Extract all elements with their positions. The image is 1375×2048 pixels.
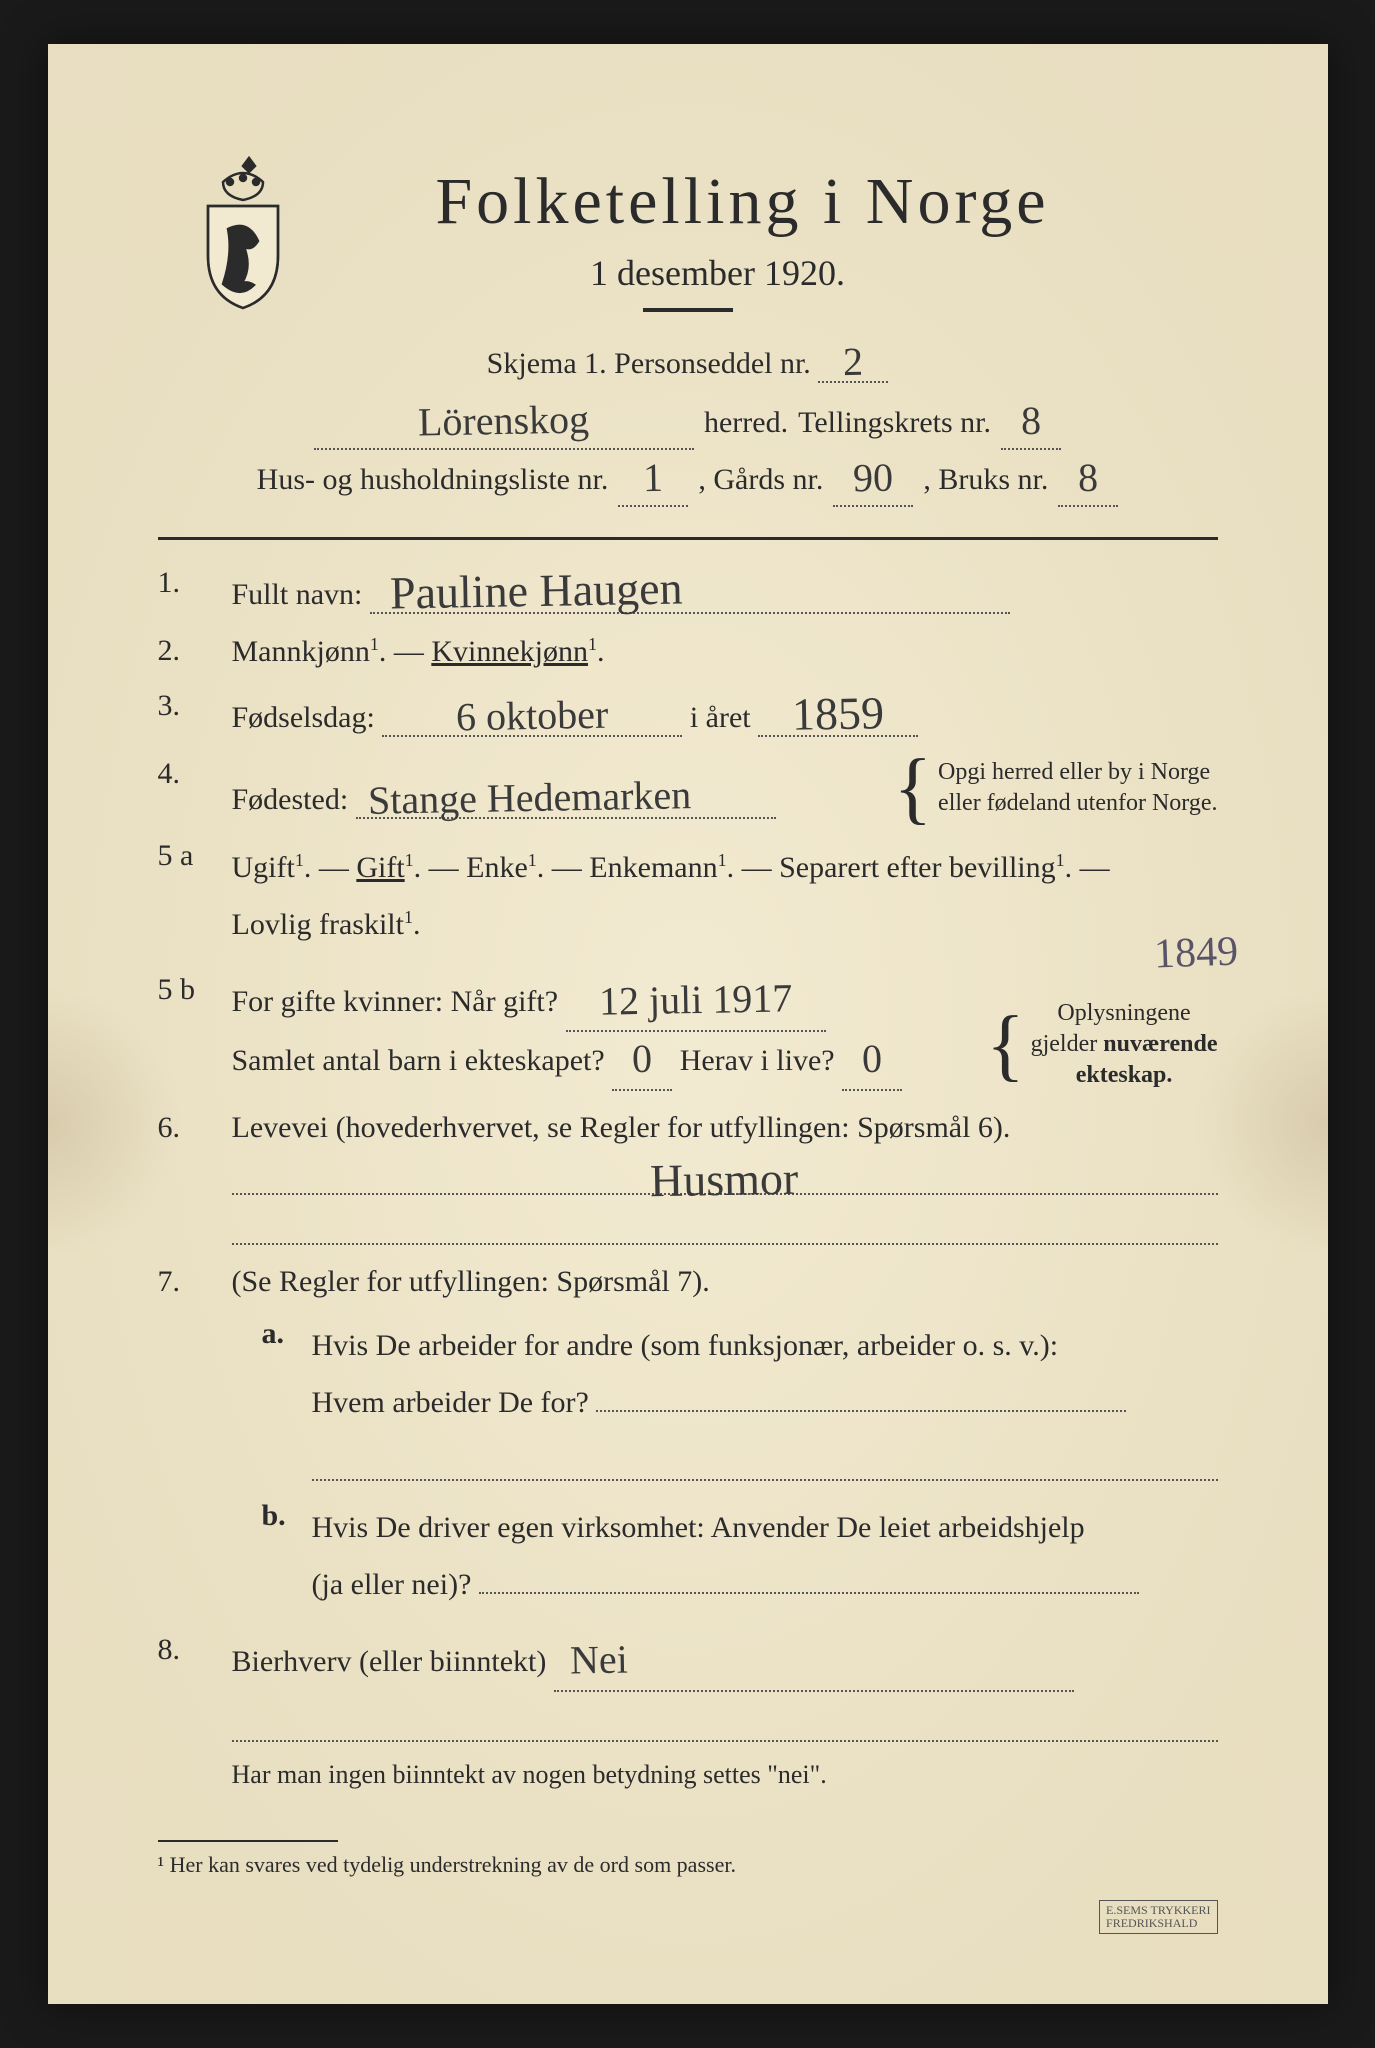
q4-num: 4. [158,757,208,791]
herred-label: herred. [704,397,788,448]
question-list: 1. Fullt navn: Pauline Haugen 2. Mannkjø… [158,566,1218,1790]
coat-of-arms-icon [188,154,298,314]
brace-icon: { [894,768,932,808]
q5a-num: 5 a [158,839,208,873]
q5a-fraskilt: Lovlig fraskilt [232,908,404,941]
birthplace-value: Stange Hedemarken [367,776,691,822]
footnote-rule [158,1840,338,1842]
q8-label: Bierhverv (eller biinntekt) [232,1645,547,1678]
q5a-gift: Gift [356,851,404,884]
q2-num: 2. [158,634,208,668]
herred-name: Lörenskog [418,400,590,443]
q3-row: 3. Fødselsdag: 6 oktober i året 1859 [158,689,1218,737]
subtitle-date: 1 desember 1920. [218,252,1218,294]
main-title: Folketelling i Norge [268,164,1218,240]
married-date: 12 juli 1917 [599,979,793,1022]
q7a-line2: Hvem arbeider De for? [312,1386,589,1419]
title-rule [643,308,733,312]
q2-kvinnekjonn: Kvinnekjønn [431,635,588,668]
hus-line: Hus- og husholdningsliste nr. 1 , Gårds … [158,454,1218,507]
q8-row: 8. Bierhverv (eller biinntekt) Nei Har m… [158,1633,1218,1790]
q7a: a. Hvis De arbeider for andre (som funks… [262,1317,1218,1481]
q6-label: Levevei (hovederhvervet, se Regler for u… [232,1111,1011,1144]
q8-hint: Har man ingen biinntekt av nogen betydni… [232,1760,1218,1790]
q5b-num: 5 b [158,973,208,1007]
full-name-value: Pauline Haugen [389,565,682,616]
census-form-paper: Folketelling i Norge 1 desember 1920. Sk… [48,44,1328,2004]
form-header: Folketelling i Norge 1 desember 1920. Sk… [158,164,1218,507]
q5b-label2: Samlet antal barn i ekteskapet? [232,1044,605,1077]
q5a-enkemann: Enkemann [589,851,717,884]
brace-icon: { [986,1025,1024,1065]
q7a-letter: a. [262,1317,292,1481]
gards-nr: 90 [853,458,894,499]
q5a-enke: Enke [466,851,528,884]
herred-line: Lörenskog herred. Tellingskrets nr. 8 [158,397,1218,450]
q3-num: 3. [158,689,208,723]
birth-year: 1859 [792,690,885,738]
occupation-value: Husmor [650,1156,799,1205]
tellingskrets-label: Tellingskrets nr. [798,397,991,448]
tellingskrets-nr: 8 [1021,401,1042,441]
children-alive: 0 [862,1039,883,1079]
q4-label: Fødested: [232,783,349,816]
q1-num: 1. [158,566,208,600]
husliste-nr: 1 [643,458,664,498]
footnote-text: ¹ Her kan svares ved tydelig understrekn… [158,1852,1218,1878]
q5b-label3: Herav i live? [680,1044,835,1077]
q6-num: 6. [158,1111,208,1145]
q5b-label1: For gifte kvinner: Når gift? [232,985,559,1018]
q2-mannkjonn: Mannkjønn [232,635,370,668]
q5a-separert: Separert efter bevilling [779,851,1056,884]
birth-day: 6 oktober [456,695,609,738]
q7b-line1: Hvis De driver egen virksomhet: Anvender… [312,1499,1218,1556]
q8-num: 8. [158,1633,208,1667]
q5a-row: 5 a Ugift1. — Gift1. — Enke1. — Enkemann… [158,839,1218,953]
q3-label: Fødselsdag: [232,701,375,734]
q1-label: Fullt navn: [232,578,363,611]
bruks-label: , Bruks nr. [923,454,1048,505]
q5a-ugift: Ugift [232,851,295,884]
husliste-label: Hus- og husholdningsliste nr. [257,454,609,505]
bruks-nr: 8 [1078,458,1099,498]
gards-label: , Gårds nr. [698,454,823,505]
q7a-line1: Hvis De arbeider for andre (som funksjon… [312,1317,1218,1374]
q3-mid: i året [690,701,751,734]
printer-stamp: E.SEMS TRYKKERI FREDRIKSHALD [1099,1900,1217,1934]
bierhverv-value: Nei [570,1640,628,1681]
q2-row: 2. Mannkjønn1. — Kvinnekjønn1. [158,634,1218,669]
q7b-letter: b. [262,1499,292,1613]
q7-label: (Se Regler for utfyllingen: Spørsmål 7). [232,1265,710,1298]
skjema-label: Skjema 1. Personseddel nr. [487,347,811,380]
q6-row: 6. Levevei (hovederhvervet, se Regler fo… [158,1111,1218,1245]
q1-row: 1. Fullt navn: Pauline Haugen [158,566,1218,614]
q7b-line2: (ja eller nei)? [312,1568,472,1601]
q7b: b. Hvis De driver egen virksomhet: Anven… [262,1499,1218,1613]
skjema-line: Skjema 1. Personseddel nr. 2 [158,340,1218,383]
q5b-row: 1849 5 b For gifte kvinner: Når gift? 12… [158,973,1218,1091]
q4-row: 4. Fødested: Stange Hedemarken { Opgi he… [158,757,1218,819]
q4-sidenote: Opgi herred eller by i Norge eller fødel… [938,757,1217,819]
personseddel-nr: 2 [843,342,864,382]
header-divider [158,537,1218,540]
children-total: 0 [632,1039,653,1079]
q5b-sidenote: Oplysningene gjelder nuværende ekteskap. [1031,998,1218,1092]
margin-year: 1849 [1153,928,1239,979]
q7-row: 7. (Se Regler for utfyllingen: Spørsmål … [158,1265,1218,1613]
q7-num: 7. [158,1265,208,1299]
